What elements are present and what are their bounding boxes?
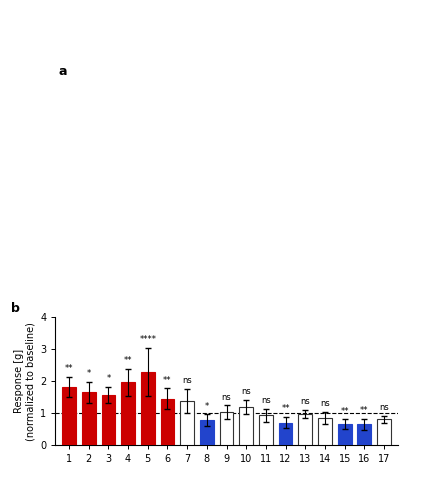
Text: ns: ns: [261, 396, 271, 405]
Bar: [259, 416, 273, 445]
Bar: [377, 420, 391, 445]
Bar: [298, 414, 312, 445]
Text: ****: ****: [139, 336, 156, 344]
Text: **: **: [360, 406, 369, 414]
Bar: [338, 424, 351, 445]
Bar: [279, 422, 293, 445]
Text: b: b: [11, 302, 19, 314]
Bar: [358, 424, 371, 445]
Text: a: a: [59, 65, 67, 78]
Bar: [200, 420, 214, 445]
Text: ns: ns: [182, 376, 192, 386]
Text: *: *: [106, 374, 110, 382]
Text: **: **: [124, 356, 132, 365]
Text: **: **: [282, 404, 290, 413]
Y-axis label: Response [g]
(normalized to baseline): Response [g] (normalized to baseline): [14, 322, 36, 440]
Bar: [121, 382, 135, 445]
Text: **: **: [163, 376, 171, 384]
Text: **: **: [65, 364, 73, 373]
Bar: [141, 372, 155, 445]
Bar: [82, 392, 95, 445]
Bar: [160, 398, 174, 445]
Text: **: **: [340, 406, 349, 416]
Text: ns: ns: [301, 397, 310, 406]
Text: *: *: [205, 402, 209, 410]
Text: ns: ns: [241, 388, 251, 396]
Bar: [62, 387, 76, 445]
Bar: [318, 418, 332, 445]
Text: ns: ns: [320, 400, 330, 408]
Bar: [220, 412, 233, 445]
Text: ns: ns: [221, 392, 232, 402]
Bar: [102, 394, 115, 445]
Bar: [239, 408, 253, 445]
Text: *: *: [87, 370, 91, 378]
Bar: [180, 402, 194, 445]
Text: ns: ns: [379, 403, 389, 412]
